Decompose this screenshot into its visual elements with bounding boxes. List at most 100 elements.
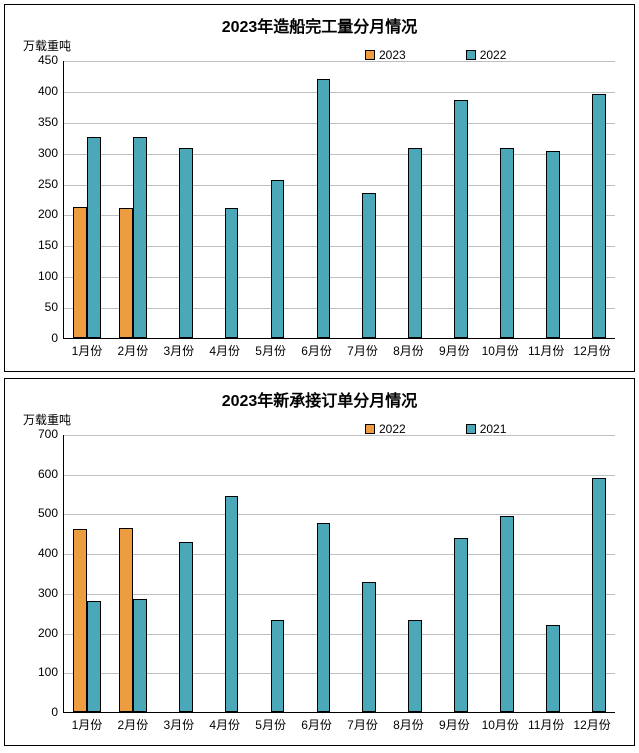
x-tick-label: 5月份 [255, 716, 286, 733]
category-slot: 7月份 [340, 435, 386, 712]
category-slot: 9月份 [431, 61, 477, 338]
x-tick-label: 7月份 [347, 716, 378, 733]
y-tick-label: 250 [38, 177, 58, 191]
chart2-plot-area: 01002003004005006007001月份2月份3月份4月份5月份6月份… [63, 435, 615, 713]
bar [454, 100, 468, 338]
y-tick-label: 100 [38, 665, 58, 679]
x-tick-label: 4月份 [209, 342, 240, 359]
bar [592, 94, 606, 338]
legend-label: 2021 [480, 422, 507, 436]
bars-row: 1月份2月份3月份4月份5月份6月份7月份8月份9月份10月份11月份12月份 [64, 435, 615, 712]
bar [408, 148, 422, 338]
y-tick-label: 0 [51, 331, 58, 345]
x-tick-label: 11月份 [528, 342, 564, 359]
x-tick-label: 10月份 [482, 342, 519, 359]
x-tick-label: 11月份 [528, 716, 564, 733]
chart2-y-label: 万载重吨 [23, 411, 71, 428]
bar [73, 207, 87, 338]
bar [133, 137, 147, 338]
chart1-y-label: 万载重吨 [23, 37, 71, 54]
y-tick-label: 400 [38, 84, 58, 98]
category-slot: 3月份 [156, 61, 202, 338]
category-slot: 1月份 [64, 61, 110, 338]
category-slot: 10月份 [477, 435, 523, 712]
chart1-legend: 2023 2022 [365, 48, 506, 62]
bar [87, 137, 101, 338]
legend-swatch-icon [365, 50, 375, 60]
bar [317, 523, 331, 712]
bar [362, 582, 376, 712]
x-tick-label: 5月份 [255, 342, 286, 359]
bar [317, 79, 331, 338]
category-slot: 10月份 [477, 61, 523, 338]
legend-item: 2022 [365, 422, 406, 436]
bar [454, 538, 468, 712]
x-tick-label: 7月份 [347, 342, 378, 359]
x-tick-label: 8月份 [393, 716, 424, 733]
x-tick-label: 1月份 [72, 716, 103, 733]
y-tick-label: 300 [38, 146, 58, 160]
legend-label: 2023 [379, 48, 406, 62]
x-tick-label: 2月份 [118, 716, 149, 733]
category-slot: 4月份 [202, 435, 248, 712]
x-tick-label: 10月份 [482, 716, 519, 733]
category-slot: 11月份 [523, 435, 569, 712]
category-slot: 6月份 [294, 61, 340, 338]
bar [119, 528, 133, 712]
bar [500, 148, 514, 338]
bar [119, 208, 133, 338]
legend-swatch-icon [466, 50, 476, 60]
category-slot: 12月份 [569, 61, 615, 338]
category-slot: 5月份 [248, 61, 294, 338]
y-tick-label: 200 [38, 207, 58, 221]
x-tick-label: 12月份 [573, 342, 610, 359]
category-slot: 9月份 [431, 435, 477, 712]
y-tick-label: 100 [38, 269, 58, 283]
bar [179, 148, 193, 338]
bar [500, 516, 514, 712]
x-tick-label: 9月份 [439, 716, 470, 733]
y-tick-label: 50 [45, 300, 58, 314]
y-tick-label: 0 [51, 705, 58, 719]
y-tick-label: 350 [38, 115, 58, 129]
category-slot: 11月份 [523, 61, 569, 338]
category-slot: 6月份 [294, 435, 340, 712]
legend-swatch-icon [466, 424, 476, 434]
x-tick-label: 8月份 [393, 342, 424, 359]
category-slot: 4月份 [202, 61, 248, 338]
bar [73, 529, 87, 712]
y-tick-label: 150 [38, 238, 58, 252]
bar [592, 478, 606, 712]
category-slot: 12月份 [569, 435, 615, 712]
bar [546, 625, 560, 712]
y-tick-label: 450 [38, 53, 58, 67]
legend-item: 2021 [466, 422, 507, 436]
bar [133, 599, 147, 712]
chart1-title: 2023年造船完工量分月情况 [19, 13, 620, 37]
legend-swatch-icon [365, 424, 375, 434]
bar [408, 620, 422, 712]
category-slot: 1月份 [64, 435, 110, 712]
x-tick-label: 6月份 [301, 342, 332, 359]
category-slot: 2月份 [110, 61, 156, 338]
chart2-legend: 2022 2021 [365, 422, 506, 436]
bar [362, 193, 376, 338]
bar [225, 208, 239, 338]
y-tick-label: 300 [38, 586, 58, 600]
bar [271, 620, 285, 712]
category-slot: 3月份 [156, 435, 202, 712]
chart1-plot-area: 0501001502002503003504004501月份2月份3月份4月份5… [63, 61, 615, 339]
x-tick-label: 4月份 [209, 716, 240, 733]
bar [271, 180, 285, 338]
legend-item: 2023 [365, 48, 406, 62]
legend-label: 2022 [379, 422, 406, 436]
chart-completions: 2023年造船完工量分月情况 万载重吨 2023 2022 0501001502… [4, 4, 635, 372]
y-tick-label: 200 [38, 626, 58, 640]
category-slot: 5月份 [248, 435, 294, 712]
bar [87, 601, 101, 712]
bars-row: 1月份2月份3月份4月份5月份6月份7月份8月份9月份10月份11月份12月份 [64, 61, 615, 338]
category-slot: 2月份 [110, 435, 156, 712]
y-tick-label: 400 [38, 546, 58, 560]
bar [179, 542, 193, 712]
x-tick-label: 6月份 [301, 716, 332, 733]
